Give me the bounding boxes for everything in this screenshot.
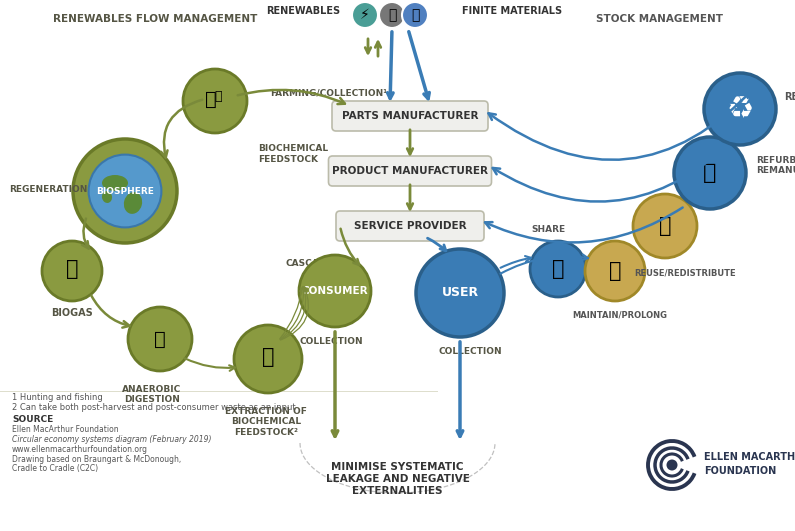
Text: REFURBISH/
REMANUFACTURE: REFURBISH/ REMANUFACTURE xyxy=(756,155,795,175)
Text: www.ellenmacarthurfoundation.org: www.ellenmacarthurfoundation.org xyxy=(12,444,148,453)
FancyBboxPatch shape xyxy=(336,211,484,241)
Ellipse shape xyxy=(102,175,128,191)
Circle shape xyxy=(73,139,177,243)
Text: RENEWABLES FLOW MANAGEMENT: RENEWABLES FLOW MANAGEMENT xyxy=(52,14,258,24)
FancyBboxPatch shape xyxy=(332,101,488,131)
Circle shape xyxy=(299,255,371,327)
Text: PRODUCT MANUFACTURER: PRODUCT MANUFACTURER xyxy=(332,166,488,176)
Circle shape xyxy=(416,249,504,337)
Text: MAINTAIN/PROLONG: MAINTAIN/PROLONG xyxy=(572,311,668,320)
Text: Ellen MacArthur Foundation: Ellen MacArthur Foundation xyxy=(12,424,118,433)
Text: PARTS MANUFACTURER: PARTS MANUFACTURER xyxy=(342,111,479,121)
Text: Cradle to Cradle (C2C): Cradle to Cradle (C2C) xyxy=(12,465,98,474)
Circle shape xyxy=(674,137,746,209)
Circle shape xyxy=(666,459,677,470)
Text: Circular economy systems diagram (February 2019): Circular economy systems diagram (Februa… xyxy=(12,434,211,443)
Circle shape xyxy=(352,2,378,28)
Circle shape xyxy=(379,2,405,28)
Text: RENEWABLES: RENEWABLES xyxy=(266,6,340,16)
FancyBboxPatch shape xyxy=(328,156,491,186)
Text: SOURCE: SOURCE xyxy=(12,415,53,424)
Text: RECYCLE: RECYCLE xyxy=(784,92,795,102)
Text: 🔧: 🔧 xyxy=(552,259,564,279)
Text: BIOGAS: BIOGAS xyxy=(51,308,93,318)
Text: COLLECTION: COLLECTION xyxy=(299,337,363,346)
Text: SERVICE PROVIDER: SERVICE PROVIDER xyxy=(354,221,467,231)
Circle shape xyxy=(128,307,192,371)
Text: EXTRACTION OF
BIOCHEMICAL
FEEDSTOCK²: EXTRACTION OF BIOCHEMICAL FEEDSTOCK² xyxy=(225,407,307,437)
Text: 1 Hunting and fishing: 1 Hunting and fishing xyxy=(12,392,103,401)
Text: CASCADES: CASCADES xyxy=(285,259,339,268)
Text: ELLEN MACARTHUR: ELLEN MACARTHUR xyxy=(704,452,795,462)
Text: BIOSPHERE: BIOSPHERE xyxy=(96,186,154,195)
Text: 🏭: 🏭 xyxy=(659,216,671,236)
Text: 🐟: 🐟 xyxy=(214,90,222,102)
Text: 🚜: 🚜 xyxy=(411,8,419,22)
Text: USER: USER xyxy=(441,287,479,299)
Circle shape xyxy=(530,241,586,297)
Circle shape xyxy=(704,73,776,145)
Text: ⚡: ⚡ xyxy=(360,8,370,22)
Circle shape xyxy=(88,155,161,227)
Text: CONSUMER: CONSUMER xyxy=(301,286,368,296)
Ellipse shape xyxy=(124,192,142,214)
Text: 🏭: 🏭 xyxy=(704,163,716,183)
Text: MINIMISE SYSTEMATIC
LEAKAGE AND NEGATIVE
EXTERNALITIES: MINIMISE SYSTEMATIC LEAKAGE AND NEGATIVE… xyxy=(326,463,469,495)
Text: ANAEROBIC
DIGESTION: ANAEROBIC DIGESTION xyxy=(122,385,181,405)
Text: 📦: 📦 xyxy=(609,261,621,281)
Text: 🔥: 🔥 xyxy=(66,259,78,279)
Text: COLLECTION: COLLECTION xyxy=(438,347,502,355)
Text: 🗼: 🗼 xyxy=(388,8,396,22)
Text: REUSE/REDISTRIBUTE: REUSE/REDISTRIBUTE xyxy=(634,269,736,278)
Text: ♻: ♻ xyxy=(727,95,754,124)
Text: REGENERATION: REGENERATION xyxy=(9,184,87,193)
Text: FINITE MATERIALS: FINITE MATERIALS xyxy=(462,6,562,16)
Circle shape xyxy=(42,241,102,301)
Ellipse shape xyxy=(102,191,112,203)
Text: 🏠: 🏠 xyxy=(154,330,166,348)
Circle shape xyxy=(183,69,247,133)
Text: FOUNDATION: FOUNDATION xyxy=(704,466,776,476)
Text: FARMING/COLLECTION¹: FARMING/COLLECTION¹ xyxy=(270,89,387,98)
Text: BIOCHEMICAL
FEEDSTOCK: BIOCHEMICAL FEEDSTOCK xyxy=(258,144,328,164)
Circle shape xyxy=(585,241,645,301)
Circle shape xyxy=(402,2,428,28)
Text: 🌾: 🌾 xyxy=(205,90,217,108)
Circle shape xyxy=(234,325,302,393)
Text: 2 Can take both post-harvest and post-consumer waste as an input: 2 Can take both post-harvest and post-co… xyxy=(12,402,296,412)
Text: STOCK MANAGEMENT: STOCK MANAGEMENT xyxy=(596,14,723,24)
Text: Drawing based on Braungart & McDonough,: Drawing based on Braungart & McDonough, xyxy=(12,455,181,464)
Text: SHARE: SHARE xyxy=(531,225,565,234)
Text: 🧪: 🧪 xyxy=(262,347,274,367)
Circle shape xyxy=(633,194,697,258)
